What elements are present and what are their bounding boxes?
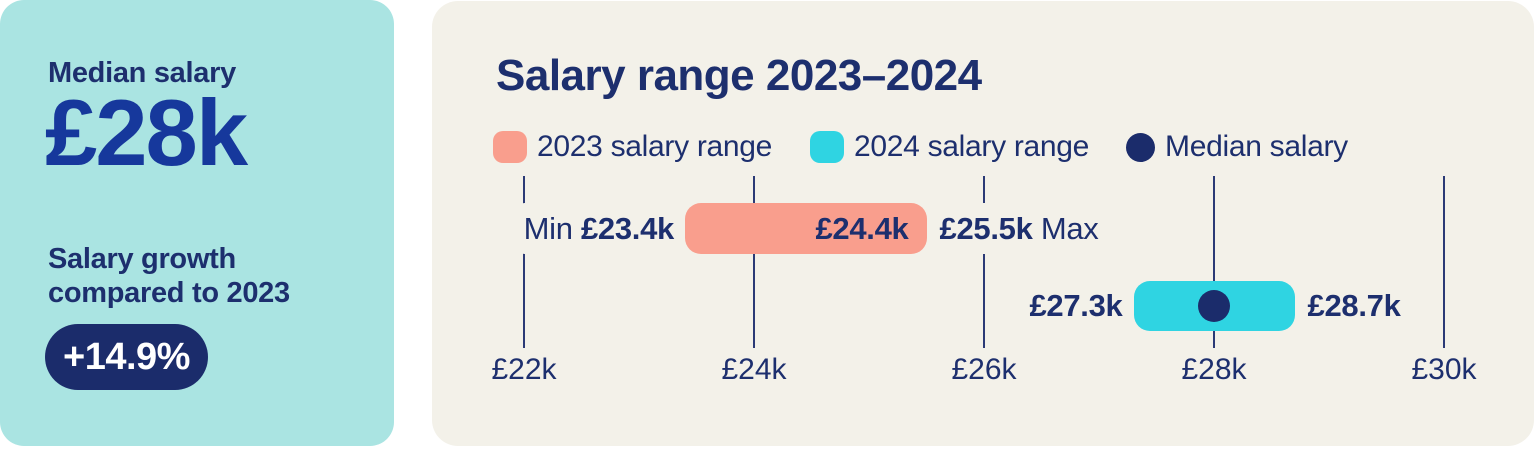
median-salary-card: Median salary £28k Salary growth compare… <box>0 0 394 446</box>
min-prefix: Min <box>523 210 581 246</box>
legend-median-dot-icon <box>1126 132 1155 162</box>
max-value: £28.7k <box>1307 288 1401 323</box>
legend-item-2023-range: 2023 salary range <box>493 130 772 164</box>
axis-tick-label: £22k <box>491 353 557 386</box>
growth-label-line2: compared to 2023 <box>48 277 290 309</box>
range-max-label-2024: £28.7k <box>1304 281 1404 331</box>
axis-gridline <box>1213 176 1215 348</box>
axis-gridline <box>523 176 525 348</box>
growth-badge: +14.9% <box>45 324 208 390</box>
legend-swatch-2024-icon <box>810 131 844 163</box>
max-suffix: Max <box>1032 210 1099 246</box>
axis-tick-label: £24k <box>721 353 787 386</box>
range-min-label-2023: Min £23.4k <box>520 203 677 254</box>
chart-title: Salary range 2023–2024 <box>496 51 982 100</box>
legend-label-median: Median salary <box>1165 130 1348 163</box>
plot-area: £22k £24k £26k £28k £30k £24.4k Min £23.4k £25.… <box>432 1 1534 446</box>
salary-bar-2023: £24.4k <box>685 203 927 254</box>
range-min-label-2024: £27.3k <box>1026 281 1126 331</box>
axis-gridline <box>753 176 755 348</box>
axis-gridline <box>983 176 985 348</box>
legend-label-2023: 2023 salary range <box>537 130 773 163</box>
axis-gridline <box>1443 176 1445 348</box>
legend-item-median: Median salary <box>1126 130 1348 164</box>
growth-label-line1: Salary growth <box>48 243 236 275</box>
growth-label: Salary growth compared to 2023 <box>48 242 290 310</box>
median-salary-value: £28k <box>45 80 248 185</box>
legend-item-2024-range: 2024 salary range <box>810 130 1089 164</box>
min-value: £23.4k <box>580 210 674 246</box>
max-value: £25.5k <box>939 210 1033 246</box>
legend-label-2024: 2024 salary range <box>854 130 1090 163</box>
axis-tick-label: £26k <box>951 353 1017 386</box>
axis-tick-label: £28k <box>1181 353 1247 386</box>
legend-swatch-2023-icon <box>493 131 527 163</box>
stat-label: Median salary <box>48 57 236 89</box>
min-value: £27.3k <box>1029 288 1123 323</box>
median-dot <box>1198 290 1230 322</box>
bar-median-label: £24.4k <box>815 210 909 246</box>
axis-tick-label: £30k <box>1411 353 1477 386</box>
range-max-label-2023: £25.5k Max <box>936 203 1102 254</box>
salary-range-chart-card: Salary range 2023–2024 2023 salary range… <box>432 1 1534 446</box>
